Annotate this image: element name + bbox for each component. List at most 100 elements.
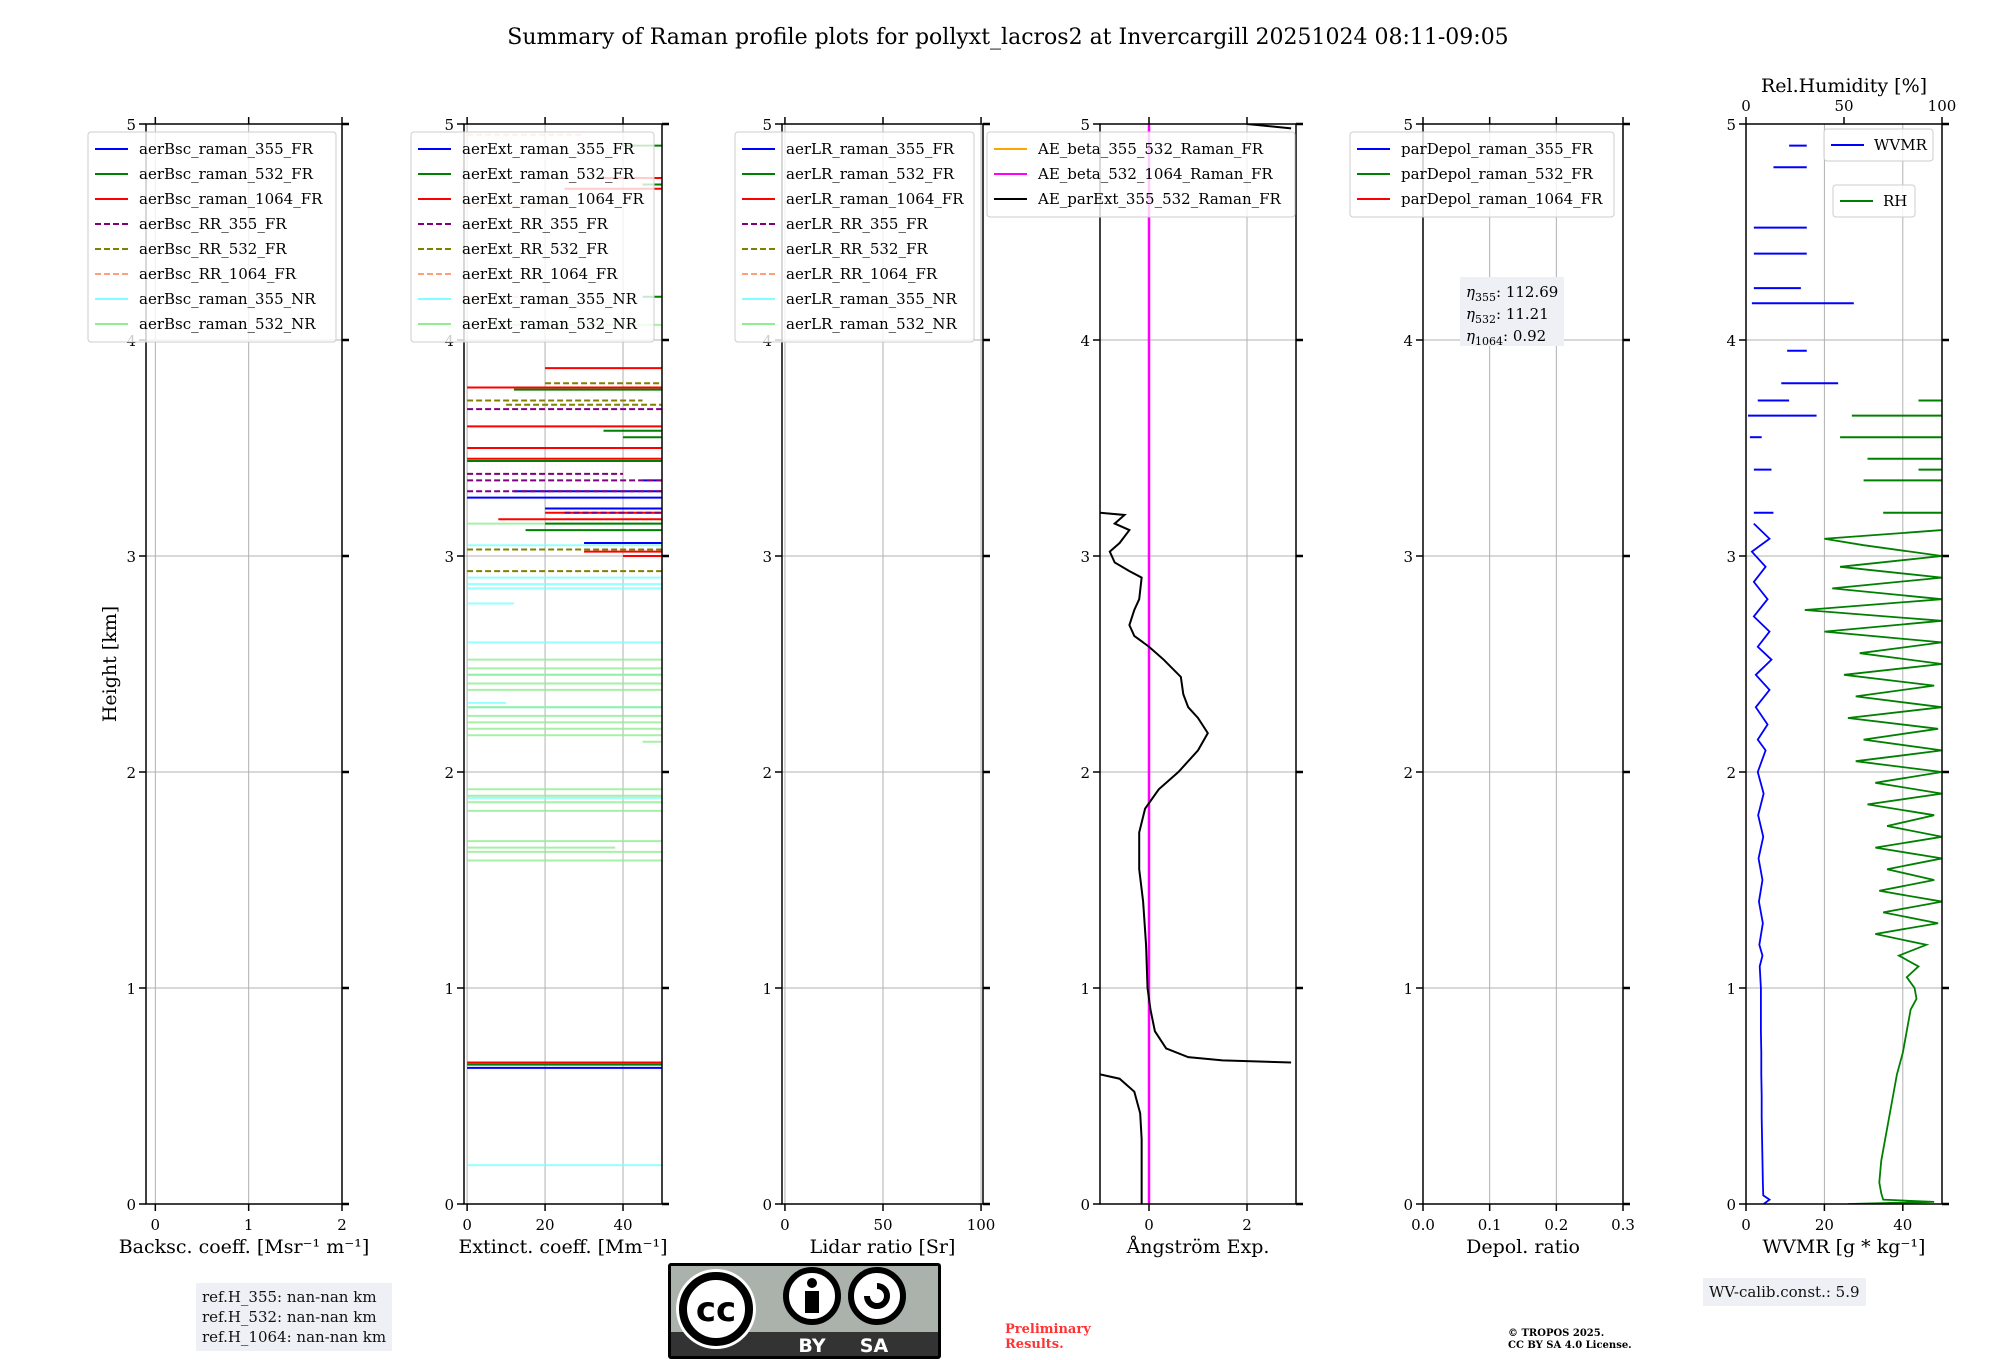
eta-symbol: η	[1466, 305, 1475, 323]
legend-label: aerExt_raman_355_NR	[462, 290, 638, 308]
eta-value-1064: η1064: 0.92	[1466, 327, 1546, 348]
legend: aerExt_raman_355_FR aerExt_raman_532_FRae…	[410, 131, 655, 343]
svg-text:cc: cc	[696, 1290, 736, 1330]
copyright-note: © TROPOS 2025. CC BY SA 4.0 License.	[1508, 1328, 1632, 1352]
x-tick-label: 2	[337, 1216, 347, 1234]
wv-calibration-box: WV-calib.const.: 5.9	[1703, 1278, 1866, 1306]
legend-label: parDepol_raman_532_FR	[1401, 165, 1594, 183]
x-tick-label: 0	[780, 1216, 790, 1234]
y-tick-label: 5	[1080, 116, 1090, 134]
panel-lidar_ratio: 012345050100Lidar ratio [Sr]aerLR_raman_…	[734, 116, 996, 1258]
x-axis-label: Lidar ratio [Sr]	[810, 1236, 956, 1258]
wv-calibration-constant: WV-calib.const.: 5.9	[1709, 1283, 1860, 1301]
legend-label: aerExt_raman_355_FR	[462, 140, 635, 158]
legend-label: aerExt_RR_1064_FR	[462, 265, 618, 283]
legend-box	[87, 131, 337, 343]
legend-label: aerBsc_raman_532_NR	[139, 315, 316, 333]
eta-number: : 11.21	[1496, 305, 1549, 323]
y-tick-label: 2	[126, 764, 136, 782]
eta-number: : 112.69	[1496, 283, 1558, 301]
top-x-tick-label: 50	[1834, 97, 1853, 115]
top-x-tick-label: 100	[1928, 97, 1957, 115]
x-tick-label: 0.0	[1411, 1216, 1435, 1234]
wvmr-line	[1750, 522, 1773, 1204]
legend-label: aerLR_raman_355_FR	[786, 140, 955, 158]
x-tick-label: 100	[967, 1216, 996, 1234]
x-tick-label: 2	[1242, 1216, 1252, 1234]
legend-label: aerBsc_RR_355_FR	[139, 215, 287, 233]
y-tick-label: 0	[444, 1196, 454, 1214]
y-axis-label: Height [km]	[99, 606, 121, 722]
y-tick-label: 2	[1080, 764, 1090, 782]
panel-depolarization: 0 1 2 3 4 5 0.0 0.1 0.2 0.3 Depol. ratio parDepol_r…	[1349, 116, 1635, 1258]
eta-box-bg	[1460, 277, 1564, 346]
legend-label: parDepol_raman_355_FR	[1401, 140, 1594, 158]
legend-label: aerExt_raman_532_NR	[462, 315, 638, 333]
x-axis-label: Ångström Exp.	[1126, 1236, 1270, 1258]
x-axis-label: Backsc. coeff. [Msr⁻¹ m⁻¹]	[119, 1236, 370, 1258]
legend-label: aerLR_raman_1064_FR	[786, 190, 964, 208]
x-tick-label: 0.1	[1478, 1216, 1502, 1234]
x-tick-label: 0.3	[1611, 1216, 1635, 1234]
panel-angstrom: 0 1 2 3 4 5 0 2 Ångström Exp. AE_beta_355_532_Ram…	[986, 116, 1303, 1258]
x-axis-label: WVMR [g * kg⁻¹]	[1763, 1236, 1926, 1258]
angstrom-parext-curve	[1100, 511, 1292, 1064]
eta-symbol: η	[1466, 327, 1475, 345]
y-tick-label: 3	[762, 548, 772, 566]
eta-symbol: η	[1466, 283, 1475, 301]
y-tick-label: 0	[1403, 1196, 1413, 1214]
panel-backscatter: 012345012Backsc. coeff. [Msr⁻¹ m⁻¹]aerBs…	[87, 116, 370, 1258]
y-tick-label: 0	[1726, 1196, 1736, 1214]
legend-rh: RH	[1832, 184, 1916, 218]
copyright-line-2: CC BY SA 4.0 License.	[1508, 1340, 1632, 1351]
panel-extinction: 01234502040Extinct. coeff. [Mm⁻¹]aerExt_…	[410, 116, 669, 1258]
legend-label: aerBsc_raman_532_FR	[139, 165, 314, 183]
legend-label: aerExt_RR_355_FR	[462, 215, 609, 233]
y-tick-label: 1	[1726, 980, 1736, 998]
y-tick-label: 2	[762, 764, 772, 782]
legend-label: aerLR_raman_532_NR	[786, 315, 957, 333]
axes-frame	[463, 123, 663, 1205]
cc-by-sa-logo: cc BY SA	[668, 1263, 941, 1359]
figure-title: Summary of Raman profile plots for polly…	[507, 25, 1508, 50]
svg-text:BY: BY	[798, 1335, 825, 1357]
axes-frame	[781, 123, 984, 1205]
y-tick-label: 1	[762, 980, 772, 998]
legend-label: aerBsc_raman_355_NR	[139, 290, 316, 308]
x-tick-label: 0	[462, 1216, 472, 1234]
x-tick-label: 1	[244, 1216, 254, 1234]
legend-box	[410, 131, 655, 343]
y-tick-label: 5	[444, 116, 454, 134]
axes-frame	[1745, 123, 1943, 1205]
y-tick-label: 0	[762, 1196, 772, 1214]
legend-label: aerBsc_RR_1064_FR	[139, 265, 297, 283]
legend-label: parDepol_raman_1064_FR	[1401, 190, 1603, 208]
y-tick-label: 4	[1726, 332, 1736, 350]
legend-box	[1832, 184, 1916, 218]
y-tick-label: 5	[1403, 116, 1413, 134]
legend-wvmr: WVMR	[1823, 128, 1934, 162]
y-tick-label: 4	[1080, 332, 1090, 350]
reference-height-box: ref.H_355: nan-nan km ref.H_532: nan-nan…	[196, 1283, 393, 1351]
preliminary-results-note: Preliminary Results.	[1005, 1322, 1091, 1352]
eta-value-532: η532: 11.21	[1466, 305, 1549, 326]
legend-label: aerLR_raman_355_NR	[786, 290, 957, 308]
y-tick-label: 2	[1726, 764, 1736, 782]
legend-label: aerExt_raman_532_FR	[462, 165, 635, 183]
top-x-tick-label: 0	[1741, 97, 1751, 115]
axes-frame	[145, 123, 343, 1205]
legend: AE_beta_355_532_Raman_FR AE_beta_532_1064…	[986, 131, 1296, 218]
x-tick-label: 20	[536, 1216, 555, 1234]
legend-label: WVMR	[1874, 136, 1928, 154]
rh-line	[1804, 529, 1942, 1204]
plot-area	[1100, 124, 1292, 1204]
y-tick-label: 3	[444, 548, 454, 566]
y-tick-label: 3	[126, 548, 136, 566]
y-tick-label: 1	[126, 980, 136, 998]
ref-height-532: ref.H_532: nan-nan km	[202, 1308, 377, 1326]
y-tick-label: 1	[444, 980, 454, 998]
x-tick-label: 0	[151, 1216, 161, 1234]
legend-label: aerLR_RR_532_FR	[786, 240, 928, 258]
